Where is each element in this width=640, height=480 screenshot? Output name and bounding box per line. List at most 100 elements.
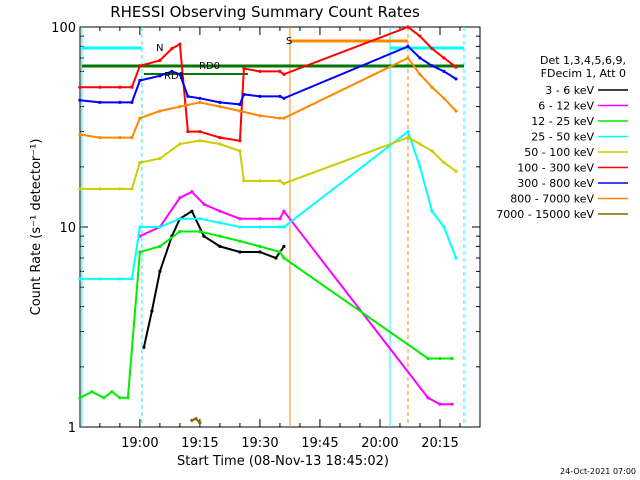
legend-label: 7000 - 15000 keV [496, 208, 594, 221]
data-point [178, 104, 182, 109]
data-point [186, 129, 190, 134]
legend-label: 50 - 100 keV [524, 146, 594, 159]
data-point [278, 217, 282, 221]
data-point [158, 109, 162, 113]
data-point [418, 56, 422, 60]
data-point [190, 418, 194, 422]
data-point [198, 217, 202, 221]
data-point [138, 250, 142, 254]
data-point [158, 225, 162, 229]
data-point [278, 94, 282, 98]
data-point [238, 250, 242, 254]
data-point [258, 114, 262, 118]
data-point [282, 72, 286, 76]
data-point [158, 269, 162, 273]
data-point [130, 277, 134, 281]
data-point [242, 66, 246, 71]
data-point [118, 277, 122, 281]
data-point [90, 390, 94, 394]
annotation-label: RD0 [199, 61, 220, 72]
data-point [442, 56, 446, 60]
data-point [242, 179, 246, 183]
legend-label: 6 - 12 keV [538, 100, 594, 113]
data-point [202, 202, 206, 206]
data-point [418, 72, 422, 76]
data-point [258, 244, 262, 248]
data-point [130, 187, 134, 191]
data-point [442, 160, 446, 165]
y-tick-label: 100 [51, 21, 76, 36]
data-point [178, 142, 182, 146]
data-point [426, 396, 430, 400]
data-point [138, 160, 142, 165]
data-point [442, 96, 446, 100]
data-point [454, 169, 458, 173]
data-point [98, 135, 102, 140]
data-point [418, 165, 422, 169]
x-tick-label: 20:15 [421, 436, 458, 451]
data-point [198, 96, 202, 100]
data-point [78, 85, 82, 89]
data-series [78, 25, 458, 425]
data-point [130, 85, 134, 89]
annotation-label: RD1 [164, 71, 185, 82]
data-point [118, 187, 122, 191]
data-point [418, 142, 422, 146]
y-tick-label: 10 [59, 221, 76, 236]
x-tick-label: 19:00 [121, 436, 158, 451]
data-point [278, 179, 282, 183]
data-point [258, 94, 262, 98]
data-point [258, 225, 262, 229]
legend-header-line-1: Det 1,3,4,5,6,9, [540, 54, 626, 67]
data-point [178, 72, 182, 76]
data-point [218, 135, 222, 140]
y-axis: 1 10 100 [51, 21, 480, 436]
series-line [79, 136, 457, 190]
data-point [442, 69, 446, 73]
data-point [282, 256, 286, 260]
chart-title: RHESSI Observing Summary Count Rates [110, 3, 420, 21]
data-point [178, 229, 182, 234]
data-point [218, 100, 222, 104]
data-point [282, 96, 286, 100]
data-point [150, 309, 154, 313]
data-point [110, 390, 114, 394]
annotations: N S RD0 RD1 [156, 36, 292, 82]
data-point [454, 77, 458, 81]
legend-header-line-2: FDecim 1, Att 0 [541, 67, 626, 80]
data-point [78, 187, 82, 191]
series-line [79, 25, 457, 142]
legend-label: 100 - 300 keV [517, 162, 594, 175]
series-line [79, 230, 452, 399]
x-axis: 19:00 19:15 19:30 19:45 20:00 20:15 [99, 27, 481, 451]
data-point [118, 85, 122, 89]
data-point [238, 225, 242, 229]
data-point [98, 100, 102, 104]
data-point [158, 244, 162, 248]
data-point [282, 244, 286, 248]
data-point [258, 69, 262, 73]
data-point [78, 98, 82, 102]
data-point [170, 69, 174, 73]
data-point [118, 100, 122, 104]
data-point [102, 396, 106, 400]
data-point [98, 85, 102, 89]
data-point [454, 256, 458, 260]
legend: Det 1,3,4,5,6,9, FDecim 1, Att 0 3 - 6 k… [496, 54, 628, 221]
data-point [278, 69, 282, 73]
data-point [450, 402, 454, 406]
data-point [130, 100, 134, 104]
data-point [202, 234, 206, 238]
data-point [406, 129, 410, 134]
data-point [198, 229, 202, 234]
data-point [138, 78, 142, 83]
data-point [138, 116, 142, 120]
data-point [198, 100, 202, 104]
data-point [282, 181, 286, 186]
data-point [238, 139, 242, 143]
data-point [78, 277, 82, 281]
data-point [178, 217, 182, 221]
footer-timestamp: 24-Oct-2021 07:00 [560, 467, 636, 476]
data-point [238, 149, 242, 153]
data-point [138, 64, 142, 68]
